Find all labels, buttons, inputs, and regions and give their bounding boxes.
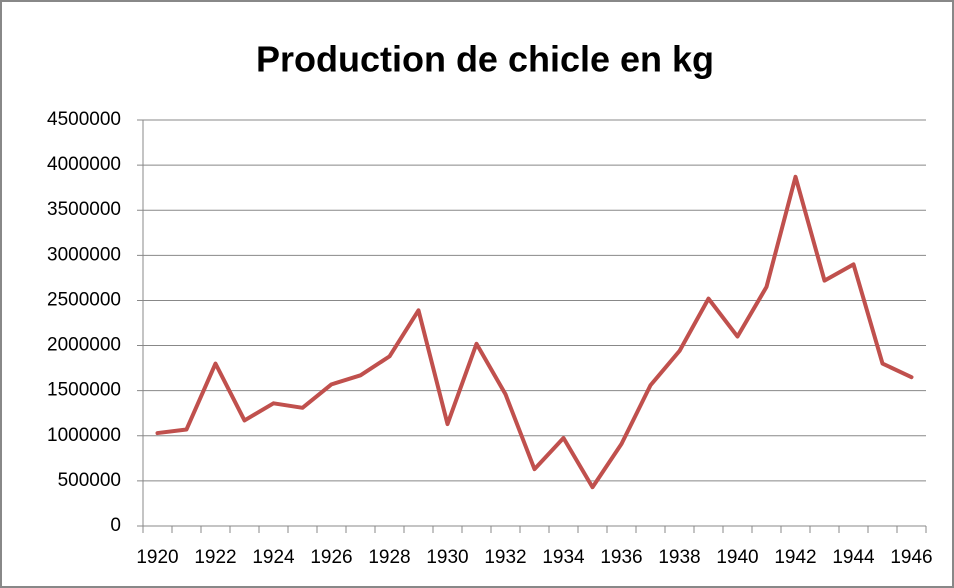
y-tick-label: 3500000: [47, 199, 121, 220]
x-tick-label: 1944: [832, 547, 875, 568]
x-tick-label: 1940: [716, 547, 758, 568]
x-tick-label: 1936: [600, 547, 642, 568]
y-tick-label: 2000000: [47, 335, 121, 356]
x-tick-label: 1934: [542, 547, 585, 568]
x-tick-label: 1928: [368, 547, 410, 568]
y-tick-label: 1500000: [47, 380, 121, 401]
x-tick-label: 1924: [252, 547, 295, 568]
x-tick-label: 1926: [310, 547, 352, 568]
data-line: [155, 174, 914, 490]
x-tick-label: 1920: [136, 547, 178, 568]
x-tick-label: 1942: [774, 547, 816, 568]
x-tick-label: 1922: [194, 547, 236, 568]
x-tick-label: 1932: [484, 547, 526, 568]
y-tick-label: 2500000: [47, 289, 121, 310]
chart-title: Production de chicle en kg: [256, 39, 714, 80]
x-tick-label: 1946: [890, 547, 932, 568]
y-tick-label: 4500000: [47, 109, 121, 130]
y-tick-label: 500000: [58, 470, 121, 491]
x-tick-label: 1938: [658, 547, 700, 568]
x-tick-label: 1930: [426, 547, 468, 568]
y-tick-label: 3000000: [47, 244, 121, 265]
y-tick-label: 4000000: [47, 154, 121, 175]
y-tick-label: 1000000: [47, 425, 121, 446]
y-tick-label: 0: [110, 515, 121, 536]
